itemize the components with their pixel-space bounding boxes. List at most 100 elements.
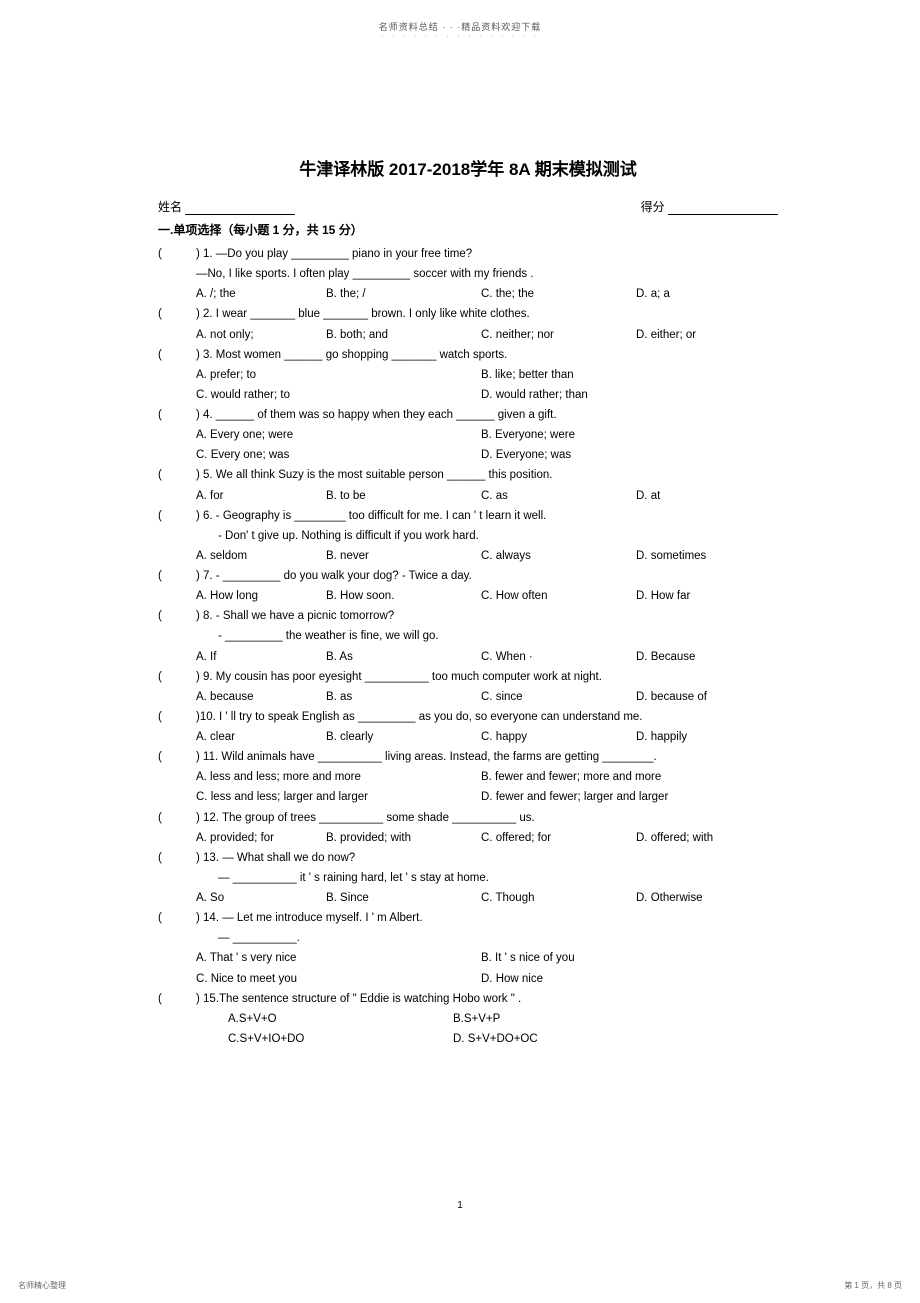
question-4: ( ) 4. ______ of them was so happy when … [158,405,778,425]
option-c: C. the; the [481,284,636,304]
option-d: D. at [636,486,778,506]
option-b: B. never [326,546,481,566]
option-d: D. How nice [481,969,778,989]
page-content: 牛津译林版 2017-2018学年 8A 期末模拟测试 姓名 得分 一.单项选择… [158,155,778,1049]
option-b: B. It ' s nice of you [481,948,778,968]
option-b: B. Everyone; were [481,425,778,445]
option-d: D. offered; with [636,828,778,848]
question-sub: - _________ the weather is fine, we will… [218,626,778,646]
option-c: C. less and less; larger and larger [196,787,481,807]
option-d: D. would rather; than [481,385,778,405]
option-c: C. since [481,687,636,707]
options-row: C. Every one; was D. Everyone; was [196,445,778,465]
options-row: A. not only; B. both; and C. neither; no… [196,325,778,345]
option-a: A. So [196,888,326,908]
options-row: A. How long B. How soon. C. How often D.… [196,586,778,606]
option-a: A. Every one; were [196,425,481,445]
footer-right: 第 1 页，共 8 页 [844,1280,902,1291]
option-a: A. less and less; more and more [196,767,481,787]
answer-paren: ( [158,304,196,324]
option-a: A. for [196,486,326,506]
option-d: D. S+V+DO+OC [453,1029,538,1049]
option-b: B. As [326,647,481,667]
question-3: ( ) 3. Most women ______ go shopping ___… [158,345,778,365]
options-row: A. /; the B. the; / C. the; the D. a; a [196,284,778,304]
option-b: B. fewer and fewer; more and more [481,767,778,787]
option-c: C. neither; nor [481,325,636,345]
option-d: D. either; or [636,325,778,345]
option-a: A. provided; for [196,828,326,848]
question-8: ( ) 8. - Shall we have a picnic tomorrow… [158,606,778,626]
option-c: C. Though [481,888,636,908]
option-d: D. fewer and fewer; larger and larger [481,787,778,807]
question-2: ( ) 2. I wear _______ blue _______ brown… [158,304,778,324]
score-label: 得分 [641,200,665,214]
question-stem: ) 2. I wear _______ blue _______ brown. … [196,304,778,324]
option-b: B. How soon. [326,586,481,606]
options-row: C. less and less; larger and larger D. f… [196,787,778,807]
question-10: ( )10. I ' ll try to speak English as __… [158,707,778,727]
answer-paren: ( [158,989,196,1009]
option-c: C. Every one; was [196,445,481,465]
question-7: ( ) 7. - _________ do you walk your dog?… [158,566,778,586]
option-c: C. Nice to meet you [196,969,481,989]
question-stem: )10. I ' ll try to speak English as ____… [196,707,778,727]
option-b: B. clearly [326,727,481,747]
answer-paren: ( [158,405,196,425]
options-row: C.S+V+IO+DO D. S+V+DO+OC [228,1029,778,1049]
options-row: A. prefer; to B. like; better than [196,365,778,385]
option-b: B. like; better than [481,365,778,385]
question-9: ( ) 9. My cousin has poor eyesight _____… [158,667,778,687]
question-1: ( ) 1. —Do you play _________ piano in y… [158,244,778,264]
page-number: 1 [0,1200,920,1211]
option-a: A. prefer; to [196,365,481,385]
question-sub: —No, I like sports. I often play _______… [196,264,778,284]
question-stem: ) 4. ______ of them was so happy when th… [196,405,778,425]
info-row: 姓名 得分 [158,198,778,215]
options-row: A. because B. as C. since D. because of [196,687,778,707]
options-row: A. provided; for B. provided; with C. of… [196,828,778,848]
question-stem: ) 15.The sentence structure of " Eddie i… [196,989,778,1009]
footer-left: 名师精心整理 [18,1280,66,1291]
answer-paren: ( [158,908,196,928]
question-12: ( ) 12. The group of trees __________ so… [158,808,778,828]
option-c: C. When · [481,647,636,667]
question-stem: ) 3. Most women ______ go shopping _____… [196,345,778,365]
name-blank [185,214,295,215]
option-a: A. /; the [196,284,326,304]
option-b: B. Since [326,888,481,908]
option-c: C. happy [481,727,636,747]
question-stem: ) 7. - _________ do you walk your dog? -… [196,566,778,586]
answer-paren: ( [158,667,196,687]
option-a: A. seldom [196,546,326,566]
option-a: A. not only; [196,325,326,345]
option-c: C. always [481,546,636,566]
answer-paren: ( [158,707,196,727]
options-row: A. Every one; were B. Everyone; were [196,425,778,445]
question-5: ( ) 5. We all think Suzy is the most sui… [158,465,778,485]
options-row: A. for B. to be C. as D. at [196,486,778,506]
answer-paren: ( [158,345,196,365]
option-c: C. offered; for [481,828,636,848]
question-stem: ) 8. - Shall we have a picnic tomorrow? [196,606,778,626]
answer-paren: ( [158,566,196,586]
options-row: C. would rather; to D. would rather; tha… [196,385,778,405]
answer-paren: ( [158,465,196,485]
option-d: D. a; a [636,284,778,304]
answer-paren: ( [158,808,196,828]
question-6: ( ) 6. - Geography is ________ too diffi… [158,506,778,526]
name-label: 姓名 [158,200,182,214]
answer-paren: ( [158,747,196,767]
question-stem: ) 5. We all think Suzy is the most suita… [196,465,778,485]
option-d: D. because of [636,687,778,707]
question-15: ( ) 15.The sentence structure of " Eddie… [158,989,778,1009]
question-stem: ) 1. —Do you play _________ piano in you… [196,244,778,264]
question-stem: ) 12. The group of trees __________ some… [196,808,778,828]
section-heading: 一.单项选择（每小题 1 分，共 15 分） [158,221,778,238]
option-d: D. Because [636,647,778,667]
question-stem: ) 13. — What shall we do now? [196,848,778,868]
option-b: B. to be [326,486,481,506]
option-d: D. Everyone; was [481,445,778,465]
options-row: A. clear B. clearly C. happy D. happily [196,727,778,747]
option-a: A. How long [196,586,326,606]
